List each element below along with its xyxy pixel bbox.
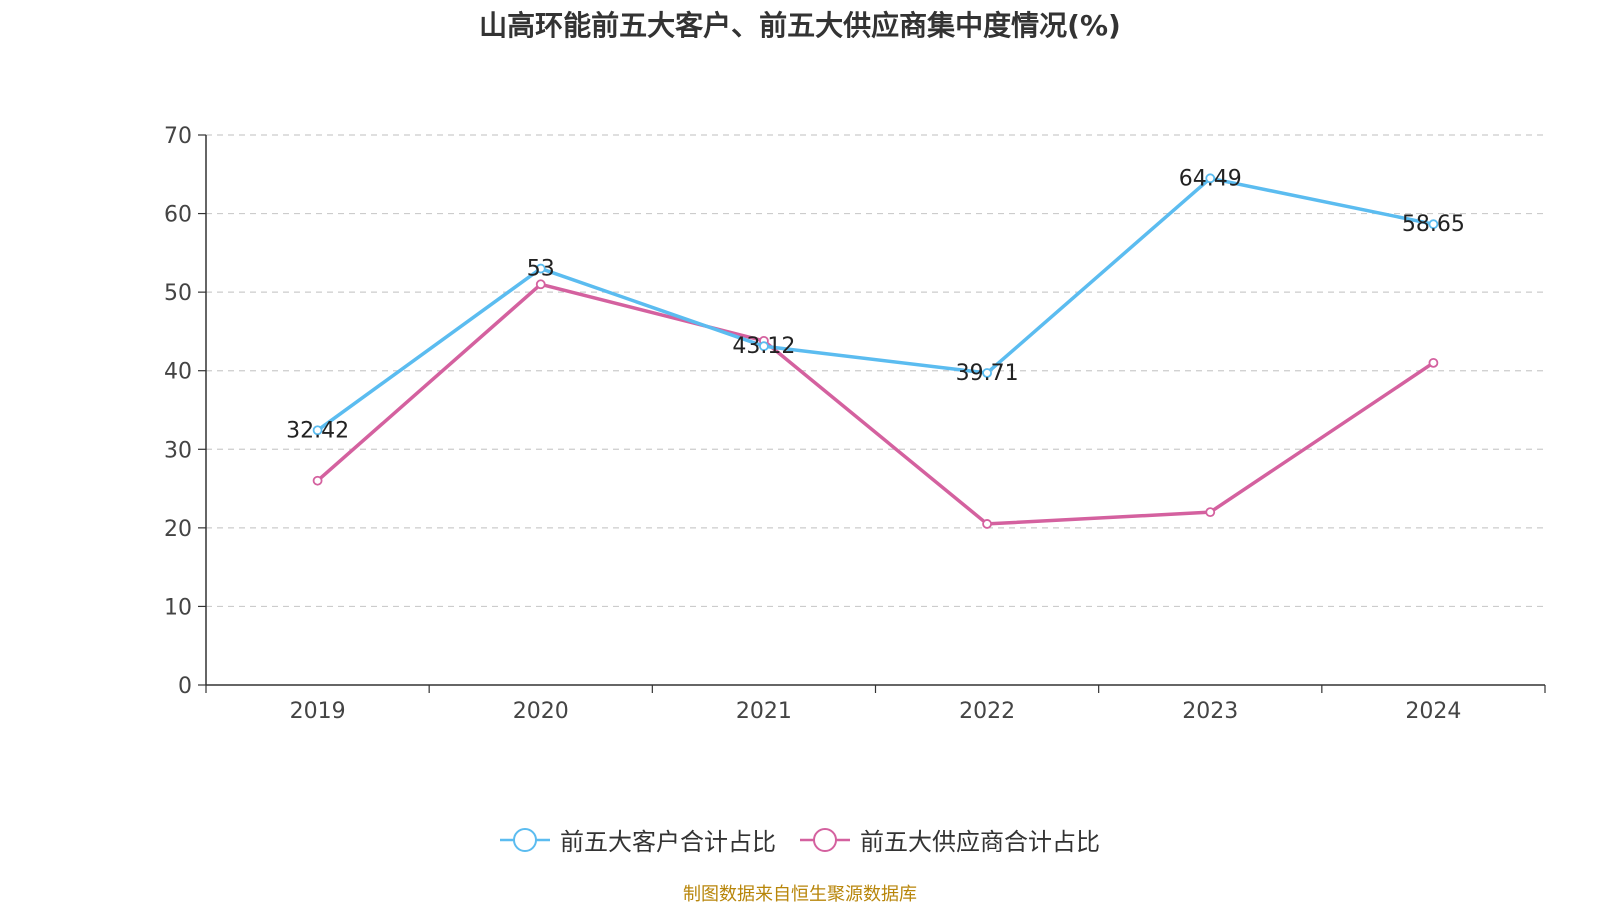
y-tick-label: 70 xyxy=(164,124,192,149)
data-label: 32.42 xyxy=(286,418,349,443)
data-point[interactable] xyxy=(1205,173,1216,184)
legend-item-customers[interactable]: 前五大客户合计占比 xyxy=(500,822,776,857)
chart-title: 山高环能前五大客户、前五大供应商集中度情况(%) xyxy=(479,9,1121,42)
chart-legend: 前五大客户合计占比 前五大供应商合计占比 xyxy=(0,822,1600,857)
y-tick-label: 60 xyxy=(164,203,192,228)
data-label: 64.49 xyxy=(1179,166,1242,191)
data-label: 53 xyxy=(527,257,555,282)
x-tick-label: 2019 xyxy=(290,699,346,724)
y-tick-label: 0 xyxy=(178,674,192,699)
data-point[interactable] xyxy=(535,263,546,274)
y-tick-label: 30 xyxy=(164,438,192,463)
data-label: 39.71 xyxy=(956,361,1019,386)
data-point[interactable] xyxy=(1205,507,1216,518)
y-tick-label: 50 xyxy=(164,281,192,306)
legend-swatch-suppliers-icon xyxy=(800,827,850,852)
data-point[interactable] xyxy=(759,341,769,352)
series-line-suppliers xyxy=(316,282,1435,526)
legend-swatch-customers-icon xyxy=(500,827,550,852)
data-point[interactable] xyxy=(312,425,323,436)
x-tick-label: 2021 xyxy=(736,699,792,724)
x-tick-label: 2020 xyxy=(513,699,569,724)
y-tick-label: 20 xyxy=(164,517,192,542)
data-point[interactable] xyxy=(982,519,992,529)
data-label: 43.12 xyxy=(732,334,795,359)
data-point[interactable] xyxy=(535,279,546,290)
legend-label-suppliers: 前五大供应商合计占比 xyxy=(860,828,1100,856)
legend-label-customers: 前五大客户合计占比 xyxy=(560,828,776,856)
data-point[interactable] xyxy=(982,368,992,378)
data-point[interactable] xyxy=(1428,357,1439,368)
data-label: 58.65 xyxy=(1402,212,1465,237)
series-line-customers xyxy=(316,176,1434,432)
line-chart: 0 10 20 30 40 50 60 70 2019 2020 2021 2022 2023 2024 3… xyxy=(164,124,1546,724)
x-tick-label: 2022 xyxy=(959,699,1015,724)
x-tick-label: 2024 xyxy=(1405,699,1461,724)
data-point[interactable] xyxy=(312,475,323,486)
y-tick-label: 40 xyxy=(164,360,192,385)
y-tick-label: 10 xyxy=(164,595,192,620)
source-note: 制图数据来自恒生聚源数据库 xyxy=(683,884,917,905)
data-point[interactable] xyxy=(1428,219,1439,230)
x-tick-label: 2023 xyxy=(1182,699,1238,724)
legend-item-suppliers[interactable]: 前五大供应商合计占比 xyxy=(800,822,1100,857)
